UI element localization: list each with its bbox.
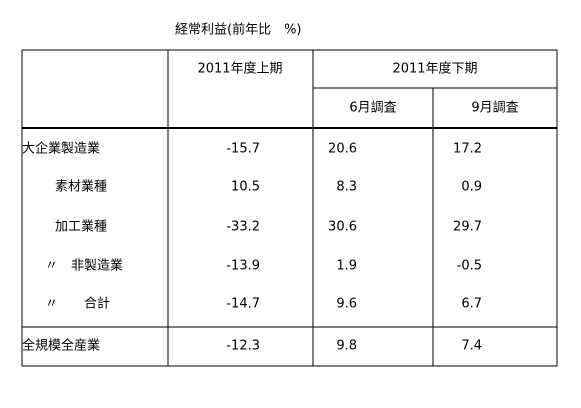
header-cell: 2011年度上期 [197,61,282,77]
row-label: 加工業種 [55,219,107,235]
cell-value: 1.9 [336,259,357,274]
row-label: 素材業種 [55,179,107,195]
cell-value: 8.3 [336,180,357,195]
header-cell: 2011年度下期 [392,61,477,77]
cell-value: -15.7 [226,142,260,157]
cell-value: 9.6 [336,297,357,312]
cell-value: -14.7 [226,297,260,312]
cell-value: -0.5 [457,259,482,274]
cell-value: -33.2 [226,220,260,235]
title: 経常利益(前年比 %) [175,22,302,38]
cell-value: -12.3 [226,339,260,354]
row-label: 〃 非製造業 [45,258,123,274]
cell-value: 20.6 [328,142,357,157]
row-label: 〃 合計 [45,296,110,312]
cell-value: 6.7 [461,297,482,312]
cell-value: 29.7 [453,220,482,235]
cell-value: -13.9 [226,259,260,274]
row-label: 大企業製造業 [22,141,100,157]
table-grid [21,49,558,367]
cell-value: 7.4 [461,339,482,354]
header-cell: 6月調査 [349,101,396,116]
cell-value: 0.9 [461,180,482,195]
header-cell: 9月調査 [471,101,518,116]
cell-value: 9.8 [336,339,357,354]
cell-value: 30.6 [328,220,357,235]
cell-value: 10.5 [231,180,260,195]
cell-value: 17.2 [453,142,482,157]
row-label: 全規模全産業 [22,338,100,354]
